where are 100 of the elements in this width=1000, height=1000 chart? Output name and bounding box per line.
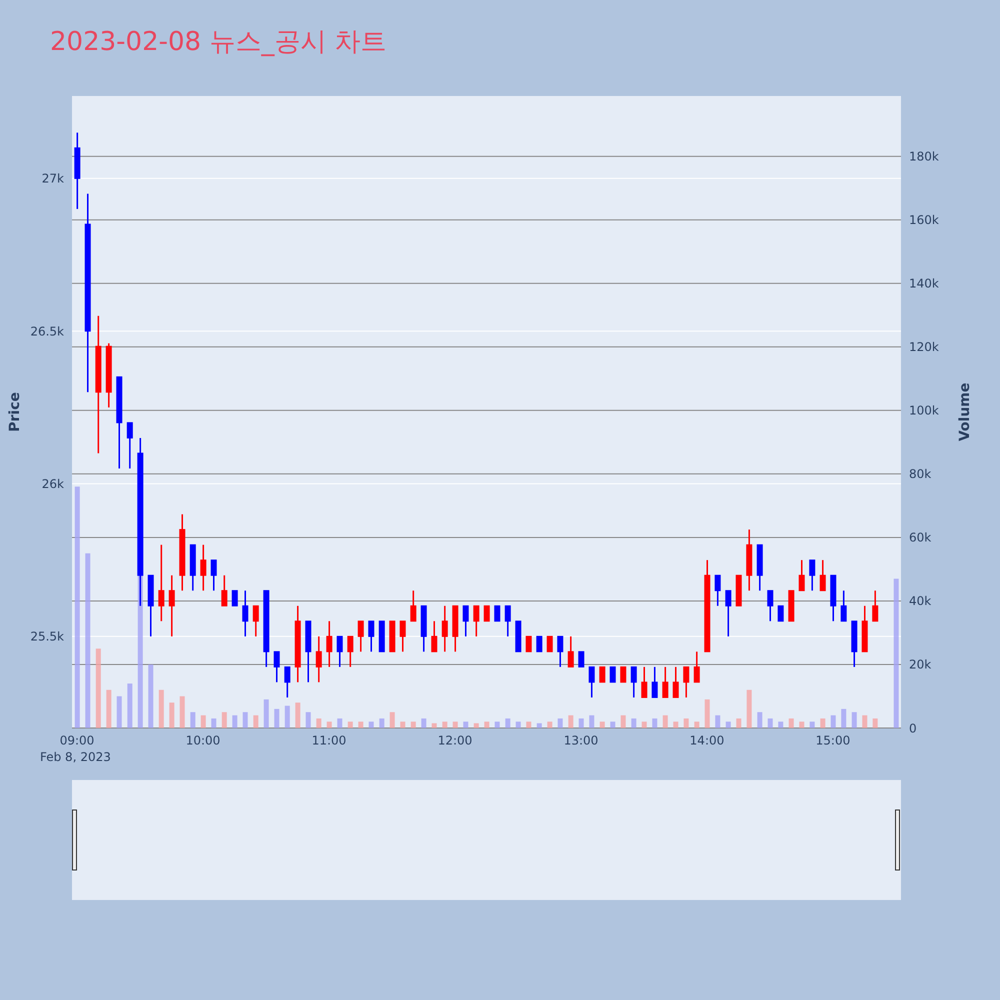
candlestick [714,574,721,607]
bar [694,722,700,728]
bar [295,702,300,728]
candlestick [767,590,774,622]
bar [547,722,552,728]
chart-title: 2023-02-08 뉴스_공시 차트 [50,26,387,59]
bar [704,699,710,728]
y2-tick-label: 120k [909,340,939,354]
candlestick [336,636,343,668]
candlestick [494,605,500,622]
candlestick [274,650,280,683]
candlestick [694,650,700,683]
bar [684,718,689,728]
bar [578,718,584,728]
bar [127,684,132,728]
candlestick [652,666,658,698]
candlestick [484,605,490,622]
y2-tick-label: 40k [909,594,932,608]
bar [620,715,626,728]
bar [673,722,678,728]
bar [474,723,479,728]
candlestick [410,590,416,622]
candlestick [620,666,626,683]
bar [715,715,720,728]
bar [442,722,448,728]
bar [872,718,878,728]
bar [642,722,647,728]
candlestick [578,651,584,668]
bar [736,718,742,728]
y2-tick-label: 160k [909,213,939,228]
bar [558,718,563,728]
bar [568,715,574,728]
bar [253,715,258,728]
x-tick-label: 14:00 [690,734,724,748]
candlestick [641,666,648,698]
x-tick-label: 10:00 [186,734,220,748]
candlestick [358,620,364,652]
bar [484,722,490,728]
candlestick [683,666,690,698]
candlestick [610,666,616,683]
bar [316,718,322,728]
bar [536,723,542,728]
bar [200,715,206,728]
bar [799,722,804,728]
bar [768,718,773,728]
bar [379,718,384,728]
candlestick [526,636,532,652]
bar [421,718,426,728]
bar [264,699,269,728]
bar [862,715,868,728]
y-axis-title: Price [6,392,23,432]
bar [810,722,815,728]
bar [358,722,364,728]
y2-tick-label: 180k [909,150,939,164]
bar [390,712,395,728]
candlestick [504,605,511,638]
bar [348,722,353,728]
candlestick [557,636,564,668]
candlestick [316,636,322,683]
candlestick [662,666,668,698]
candlestick [347,636,354,668]
y-tick-label: 26.5k [30,324,64,338]
bar [96,648,101,728]
y2-tick-label: 100k [909,404,939,418]
bar [116,696,122,728]
candlestick [820,559,826,592]
bar [746,690,752,728]
bar [106,690,112,728]
y2-axis-title: Volume [956,382,973,442]
y-tick-label: 26k [42,477,64,492]
bar [852,712,857,728]
bar [494,722,500,728]
bar [726,722,731,728]
y-tick-label: 25.5k [30,630,64,644]
candlestick [798,559,805,592]
y2-tick-label: 80k [909,467,932,482]
bar [158,690,164,728]
candlestick [442,605,448,652]
bar [211,718,216,728]
bar [894,578,899,728]
bar [85,553,90,728]
candlestick [725,590,732,638]
bar [274,708,280,728]
bar [452,722,458,728]
bar [589,715,594,728]
bar [400,722,406,728]
candlestick [809,559,816,592]
bar [788,718,794,728]
bar [600,722,605,728]
bar [757,712,762,728]
bar [652,718,658,728]
x-tick-label: 13:00 [564,734,598,748]
candlestick [221,574,228,607]
bar [326,722,332,728]
candlestick [400,620,406,652]
bar [242,712,248,728]
candlestick [431,620,438,652]
candlestick [210,559,217,592]
bar [169,702,174,728]
candlestick [462,605,469,638]
